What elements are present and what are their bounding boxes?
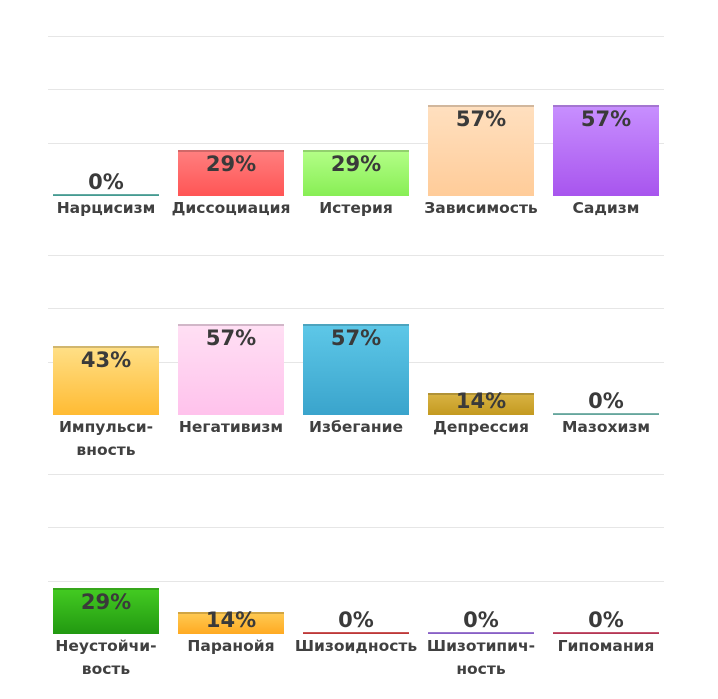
- data-label: 57%: [455, 106, 507, 131]
- bar: [428, 632, 534, 634]
- gridline: [48, 142, 664, 144]
- data-label: 14%: [205, 608, 257, 632]
- category-label: Негативизм: [178, 418, 284, 436]
- bar: [428, 392, 534, 415]
- chart-panel-bottom: 29% Неустойчи- вость 14% Паранойя 0% Шизоидно…: [48, 474, 664, 694]
- data-label: 57%: [205, 325, 257, 350]
- bar: [428, 104, 534, 196]
- category-label: Шизоидность: [294, 637, 418, 655]
- data-label: 29%: [80, 589, 132, 614]
- category-label: Садизм: [572, 199, 640, 217]
- category-label: Нарцисизм: [56, 199, 156, 217]
- chart-panel-middle: 43% Импульси- вность 57% Негативизм 57% Избег…: [48, 255, 664, 475]
- data-label: 0%: [88, 170, 124, 194]
- data-label: 29%: [205, 151, 257, 176]
- data-label: 57%: [330, 325, 382, 350]
- bar: [53, 587, 159, 634]
- gridline: [48, 308, 664, 310]
- category-label: Мазохизм: [561, 418, 651, 436]
- data-label: 57%: [580, 106, 632, 131]
- data-label: 14%: [455, 389, 507, 413]
- bar: [178, 611, 284, 634]
- category-label: Паранойя: [187, 637, 275, 655]
- bar: [178, 149, 284, 196]
- category-label: Депрессия: [433, 418, 529, 436]
- gridline: [48, 580, 664, 582]
- gridline: [48, 89, 664, 91]
- data-label: 43%: [80, 348, 132, 373]
- category-label: Диссоциация: [171, 199, 291, 217]
- bar: [303, 149, 409, 196]
- chart-panel-top: 0% Нарцисизм 29% Диссоциация 29% Истерия 57% За…: [48, 36, 664, 256]
- bar: [303, 323, 409, 415]
- category-label: Зависимость: [424, 199, 538, 217]
- bar: [553, 632, 659, 634]
- gridline: [48, 36, 664, 37]
- gridline: [48, 527, 664, 529]
- data-label: 0%: [338, 608, 374, 632]
- bar: [553, 104, 659, 196]
- data-label: 0%: [588, 389, 624, 413]
- data-label: 29%: [330, 151, 382, 176]
- data-label: 0%: [463, 608, 499, 632]
- gridline: [48, 474, 664, 475]
- bar: [303, 632, 409, 634]
- bar: [53, 346, 159, 415]
- category-label: Неустойчи- вость: [55, 637, 157, 678]
- data-label: 0%: [588, 608, 624, 632]
- category-label: Импульси- вность: [58, 418, 154, 459]
- category-label: Гипомания: [557, 637, 655, 655]
- gridline: [48, 255, 664, 256]
- bar: [178, 323, 284, 415]
- bar: [53, 194, 159, 196]
- category-label: Избегание: [309, 418, 403, 436]
- category-label: Шизотипич- ность: [426, 637, 536, 678]
- category-label: Истерия: [319, 199, 393, 217]
- bar: [553, 413, 659, 415]
